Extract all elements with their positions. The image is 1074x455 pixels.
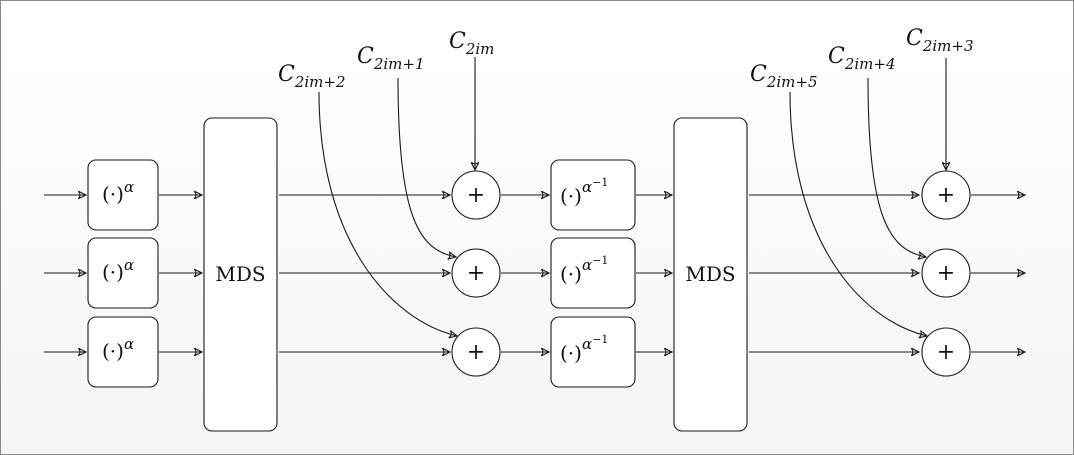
plus-symbol: + (467, 340, 485, 365)
plus-symbol: + (467, 183, 485, 208)
constant-letter: C (906, 26, 923, 51)
inverse-sbox-1: (·)α−1 (550, 159, 636, 231)
mds-label: MDS (215, 262, 265, 286)
constant-label-c2im5: C2im+5 (750, 62, 818, 91)
mds-label: MDS (685, 262, 735, 286)
constant-letter: C (449, 29, 466, 54)
svg-text:(·)α: (·)α (102, 178, 134, 206)
inverse-exponent: α (582, 178, 592, 196)
inverse-base: (·) (560, 184, 582, 208)
adder-5: + (921, 248, 971, 298)
mds-to-adder-wires (279, 195, 450, 352)
adder-4: + (921, 170, 971, 220)
plus-symbol: + (467, 261, 485, 286)
power-base: (·) (102, 260, 124, 284)
power-sbox-2: (·)α (87, 237, 159, 309)
inverse-exponent-power: −1 (592, 333, 608, 346)
adder-3: + (451, 327, 501, 377)
adder-to-inverse-wires (501, 195, 549, 352)
mds2-to-adder-wires (749, 195, 919, 352)
plus-symbol: + (937, 340, 955, 365)
power-exponent: α (124, 256, 134, 274)
inverse-sbox-3: (·)α−1 (550, 316, 636, 388)
constant-subscript: 2im+2 (294, 73, 346, 91)
inverse-base: (·) (560, 341, 582, 365)
constant-label-c2im1: C2im+1 (357, 44, 425, 73)
power-sbox-1: (·)α (87, 159, 159, 231)
adder-6: + (921, 327, 971, 377)
power-exponent: α (124, 178, 134, 196)
power-base: (·) (102, 339, 124, 363)
constant-label-c2im3: C2im+3 (906, 26, 974, 55)
constant-label-c2im2: C2im+2 (278, 62, 346, 91)
constant-letter: C (750, 62, 767, 87)
constant-label-c2im: C2im (449, 29, 494, 58)
constant-subscript: 2im+5 (766, 73, 818, 91)
constant-wires-stage2 (789, 58, 946, 336)
inverse-exponent: α (582, 256, 592, 274)
mds-block-2: MDS (673, 117, 748, 432)
inverse-base: (·) (560, 262, 582, 286)
power-sbox-3: (·)α (87, 316, 159, 388)
constant-subscript: 2im+4 (844, 55, 896, 73)
constant-subscript: 2im+1 (373, 55, 425, 73)
constant-label-c2im4: C2im+4 (828, 44, 896, 73)
inverse-sbox-2: (·)α−1 (550, 237, 636, 309)
plus-symbol: + (937, 183, 955, 208)
inverse-exponent-power: −1 (592, 254, 608, 267)
constant-subscript: 2im+3 (922, 37, 974, 55)
constant-letter: C (278, 62, 295, 87)
inverse-exponent-power: −1 (592, 176, 608, 189)
constant-wires-stage1 (318, 57, 475, 336)
mds-block-1: MDS (203, 117, 278, 432)
constant-letter: C (828, 44, 845, 69)
svg-text:(·)α: (·)α (102, 256, 134, 284)
power-exponent: α (124, 335, 134, 353)
inverse-exponent: α (582, 335, 592, 353)
svg-text:(·)α−1: (·)α−1 (560, 333, 608, 365)
svg-text:(·)α−1: (·)α−1 (560, 254, 608, 286)
adder-2: + (451, 248, 501, 298)
sbox-to-mds-wires (159, 195, 202, 352)
constant-subscript: 2im (465, 40, 495, 58)
output-wires (971, 195, 1025, 352)
constant-letter: C (357, 44, 374, 69)
input-wires (44, 195, 86, 352)
inverse-to-mds-wires (636, 195, 672, 352)
power-base: (·) (102, 182, 124, 206)
adder-1: + (451, 170, 501, 220)
svg-text:(·)α: (·)α (102, 335, 134, 363)
svg-text:(·)α−1: (·)α−1 (560, 176, 608, 208)
plus-symbol: + (937, 261, 955, 286)
